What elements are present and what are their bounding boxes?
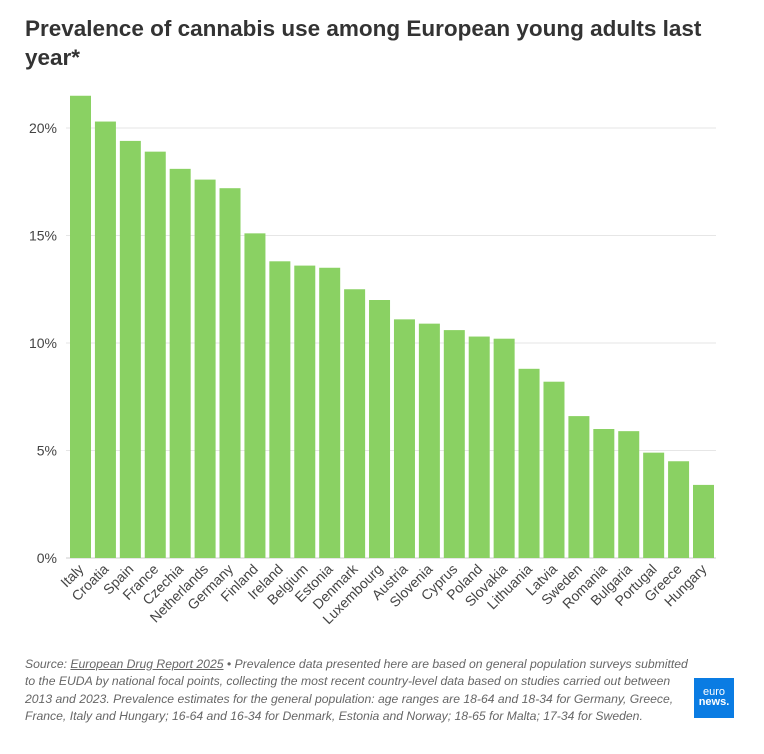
bar-netherlands[interactable] xyxy=(194,179,216,558)
bar-ireland[interactable] xyxy=(269,261,291,558)
bar-spain[interactable] xyxy=(119,140,141,558)
bar-poland[interactable] xyxy=(468,336,490,558)
bar-czechia[interactable] xyxy=(169,168,191,558)
y-tick-label: 20% xyxy=(29,120,57,136)
bar-belgium[interactable] xyxy=(294,265,316,558)
source-prefix: Source: xyxy=(25,657,71,671)
y-tick-label: 15% xyxy=(29,228,57,244)
bar-croatia[interactable] xyxy=(94,121,116,559)
chart-title: Prevalence of cannabis use among Europea… xyxy=(25,16,702,70)
euronews-logo: euro news. xyxy=(694,678,734,718)
source-link[interactable]: European Drug Report 2025 xyxy=(70,657,224,671)
logo-line1: euro xyxy=(702,686,726,698)
bar-finland[interactable] xyxy=(244,233,266,558)
bar-lithuania[interactable] xyxy=(518,368,540,558)
bar-romania[interactable] xyxy=(593,429,615,558)
bar-luxembourg[interactable] xyxy=(369,300,391,558)
bar-slovakia[interactable] xyxy=(493,338,515,558)
y-tick-label: 5% xyxy=(37,443,57,459)
bar-chart: 0%5%10%15%20%ItalyCroatiaSpainFranceCzec… xyxy=(29,95,716,627)
bar-cyprus[interactable] xyxy=(443,330,465,558)
note-text: • Prevalence data presented here are bas… xyxy=(25,657,688,724)
bar-germany[interactable] xyxy=(219,188,241,558)
bar-italy[interactable] xyxy=(70,95,91,558)
bar-france[interactable] xyxy=(144,151,166,558)
bar-greece[interactable] xyxy=(668,461,690,558)
bar-denmark[interactable] xyxy=(344,289,366,558)
bar-bulgaria[interactable] xyxy=(618,431,640,558)
logo-line2: news. xyxy=(698,696,730,708)
footer-note: Source: European Drug Report 2025 • Prev… xyxy=(25,656,690,726)
bar-estonia[interactable] xyxy=(319,267,341,558)
bar-austria[interactable] xyxy=(393,319,415,558)
y-tick-label: 0% xyxy=(37,550,57,566)
bar-latvia[interactable] xyxy=(543,381,565,558)
bar-hungary[interactable] xyxy=(693,484,714,558)
bar-sweden[interactable] xyxy=(568,416,590,558)
bar-portugal[interactable] xyxy=(643,452,665,558)
bar-slovenia[interactable] xyxy=(418,323,440,558)
y-tick-label: 10% xyxy=(29,335,57,351)
